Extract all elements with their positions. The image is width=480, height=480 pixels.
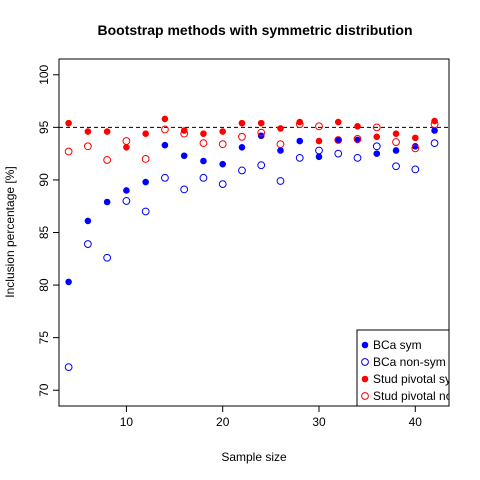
legend-marker [362, 342, 368, 348]
point-series-3 [412, 135, 418, 141]
x-tick-label: 30 [312, 415, 326, 429]
legend-label: BCa sym [373, 338, 422, 352]
point-series-3 [374, 134, 380, 140]
point-series-1 [297, 138, 303, 144]
point-series-3 [278, 126, 284, 132]
x-axis-label: Sample size [221, 450, 287, 464]
point-series-3 [85, 129, 91, 135]
point-series-3 [355, 123, 361, 129]
point-series-1 [143, 179, 149, 185]
point-series-3 [297, 119, 303, 125]
point-series-1 [220, 161, 226, 167]
point-series-3 [239, 120, 245, 126]
point-series-3 [124, 145, 130, 151]
point-series-3 [162, 116, 168, 122]
x-tick-label: 40 [409, 415, 423, 429]
point-series-1 [85, 218, 91, 224]
point-series-1 [432, 128, 438, 134]
point-series-3 [393, 131, 399, 137]
point-series-1 [335, 137, 341, 143]
point-series-1 [201, 158, 207, 164]
point-series-1 [66, 279, 72, 285]
point-series-1 [412, 143, 418, 149]
point-series-1 [162, 142, 168, 148]
point-series-1 [104, 199, 110, 205]
point-series-1 [393, 148, 399, 154]
point-series-1 [124, 188, 130, 194]
point-series-1 [181, 153, 187, 159]
point-series-3 [335, 119, 341, 125]
y-tick-label: 75 [37, 331, 51, 345]
y-tick-label: 85 [37, 226, 51, 240]
y-tick-label: 100 [37, 64, 51, 84]
legend-label: Stud pivotal sym [373, 372, 461, 386]
point-series-3 [201, 131, 207, 137]
point-series-1 [374, 151, 380, 157]
point-series-3 [258, 120, 264, 126]
chart-title: Bootstrap methods with symmetric distrib… [97, 22, 412, 38]
point-series-3 [316, 138, 322, 144]
y-tick-label: 95 [37, 120, 51, 134]
point-series-1 [316, 154, 322, 160]
point-series-1 [278, 148, 284, 154]
point-series-3 [66, 120, 72, 126]
y-tick-label: 80 [37, 278, 51, 292]
x-tick-label: 10 [120, 415, 134, 429]
point-series-1 [239, 145, 245, 151]
legend-marker [362, 376, 368, 382]
point-series-3 [104, 129, 110, 135]
y-tick-label: 70 [37, 383, 51, 397]
point-series-3 [220, 129, 226, 135]
y-axis-label: Inclusion percentage [%] [3, 166, 17, 297]
y-tick-label: 90 [37, 173, 51, 187]
legend-label: BCa non-sym [373, 355, 446, 369]
point-series-3 [143, 131, 149, 137]
x-tick-label: 20 [216, 415, 230, 429]
